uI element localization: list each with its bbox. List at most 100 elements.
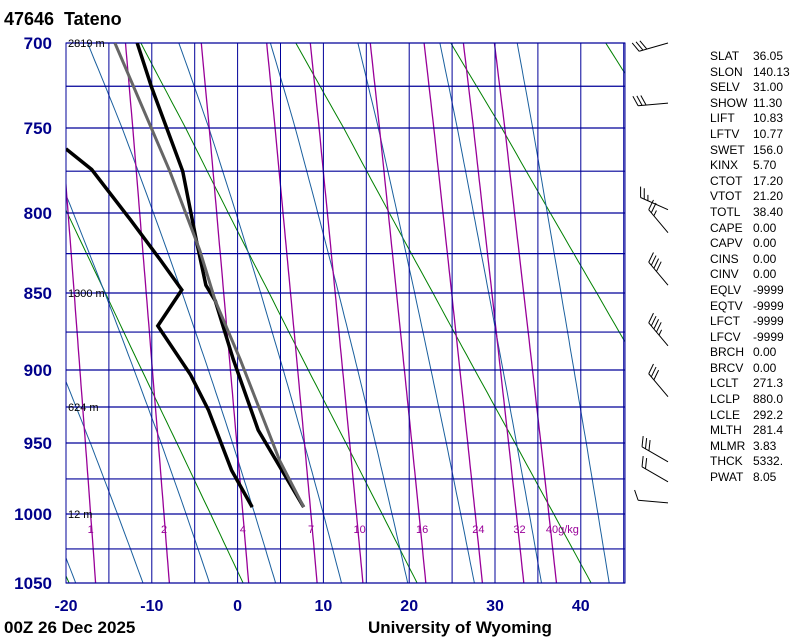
barb-flag <box>634 489 639 501</box>
height-label: 12 m <box>68 509 92 521</box>
stat-key: LFCV <box>710 329 741 344</box>
stat-key: EQLV <box>710 282 742 297</box>
barb-flag <box>655 261 662 272</box>
temperature-tick-label: 10 <box>315 598 333 615</box>
moist-adiabat <box>516 43 610 583</box>
wind-barb <box>641 435 669 463</box>
stat-row: VTOT 21.20 <box>710 189 790 205</box>
temperature-tick-label: 0 <box>233 598 242 615</box>
stat-key: CINV <box>710 267 739 282</box>
stat-row: BRCV 0.00 <box>710 361 790 377</box>
barb-flag <box>648 439 651 451</box>
pressure-tick-label: 950 <box>24 434 52 453</box>
stat-row: THCK 5332. <box>710 454 790 470</box>
height-label: 2819 m <box>68 38 105 50</box>
background-lines <box>66 43 625 583</box>
stat-key: VTOT <box>710 189 742 204</box>
stat-key: LCLP <box>710 392 741 407</box>
stat-row: MLTH 281.4 <box>710 423 790 439</box>
mixing-ratio-label: 7 <box>308 524 314 536</box>
stat-row: CINV 0.00 <box>710 267 790 283</box>
stat-row: LIFT 10.83 <box>710 111 790 127</box>
pressure-tick-label: 800 <box>24 204 52 223</box>
stat-row: SHOW 11.30 <box>710 96 790 112</box>
stat-row: LFTV 10.77 <box>710 127 790 143</box>
barb-staff <box>648 209 669 233</box>
footer-time: 00Z 26 Dec 2025 <box>4 618 135 637</box>
wind-barb <box>648 252 669 286</box>
barb-flag <box>632 96 639 106</box>
stat-row: CAPV 0.00 <box>710 236 790 252</box>
stat-key: LFCT <box>710 314 740 329</box>
stat-row: SLON 140.13 <box>710 65 790 81</box>
parcel-line <box>113 43 306 508</box>
temperature-tick-label: 30 <box>486 598 504 615</box>
dry-adiabat <box>66 208 244 583</box>
stat-value: -9999 <box>753 329 784 344</box>
stat-value: 271.3 <box>753 376 784 391</box>
stat-key: SELV <box>710 80 740 95</box>
mixing-ratio-label: 2 <box>161 524 167 536</box>
stat-row: KINX 5.70 <box>710 158 790 174</box>
stat-key: CAPE <box>710 220 743 235</box>
stat-key: THCK <box>710 454 743 469</box>
mixing-ratio-line <box>309 43 364 583</box>
pressure-tick-label: 900 <box>24 361 52 380</box>
stat-key: SLAT <box>710 49 740 63</box>
barb-flag <box>650 315 657 327</box>
stat-value: 8.05 <box>753 470 777 485</box>
mixing-ratio-label: 32 <box>513 524 525 536</box>
barb-staff <box>648 373 669 398</box>
pressure-tick-label: 1000 <box>14 505 52 524</box>
stat-key: MLTH <box>710 423 742 438</box>
stat-key: PWAT <box>710 470 744 485</box>
barb-flag <box>658 329 663 336</box>
stat-key: SHOW <box>710 95 748 110</box>
stat-key: LFTV <box>710 126 740 141</box>
barb-staff <box>648 322 669 347</box>
stat-value: 0.00 <box>753 220 777 235</box>
stat-value: -9999 <box>753 282 784 297</box>
wind-barb <box>640 186 669 211</box>
stat-value: 0.00 <box>753 360 777 375</box>
barb-flag <box>636 95 643 106</box>
barb-flag <box>648 199 654 210</box>
stat-row: SLAT 36.05 <box>710 49 790 65</box>
pressure-tick-label: 750 <box>24 119 52 138</box>
barb-staff <box>641 466 669 483</box>
stat-row: CINS 0.00 <box>710 252 790 268</box>
pressure-tick-label: 700 <box>24 34 52 53</box>
moist-adiabat <box>178 43 342 583</box>
stat-key: BRCV <box>710 360 744 375</box>
barb-flag <box>655 322 662 333</box>
barb-flag <box>653 319 660 330</box>
mixing-ratio-label: 10 <box>353 524 365 536</box>
mixing-ratio-label: 4 <box>240 524 246 536</box>
barb-flag <box>650 255 657 266</box>
barb-flag <box>640 95 647 106</box>
stat-key: KINX <box>710 158 739 173</box>
temperature-tick-label: -10 <box>140 598 163 615</box>
stat-value: 38.40 <box>753 204 784 219</box>
barb-flag <box>653 210 657 217</box>
stat-key: BRCH <box>710 345 745 360</box>
stat-row: CAPE 0.00 <box>710 221 790 237</box>
wind-barb <box>648 312 669 347</box>
height-label: 624 m <box>68 402 99 414</box>
barb-staff <box>639 42 669 52</box>
station-name: Tateno <box>64 9 122 29</box>
stat-row: EQLV -9999 <box>710 283 790 299</box>
sounding-series <box>66 43 306 508</box>
barb-staff <box>638 102 669 107</box>
stat-value: -9999 <box>753 314 784 329</box>
moist-adiabat <box>357 43 475 583</box>
barb-flag <box>639 40 648 50</box>
stat-key: MLMR <box>710 438 746 453</box>
stat-row: LFCV -9999 <box>710 330 790 346</box>
temperature-tick-label: 40 <box>572 598 590 615</box>
stat-row: CTOT 17.20 <box>710 174 790 190</box>
dewpoint-line <box>66 147 254 508</box>
barb-staff <box>640 197 669 211</box>
stat-row: MLMR 3.83 <box>710 439 790 455</box>
